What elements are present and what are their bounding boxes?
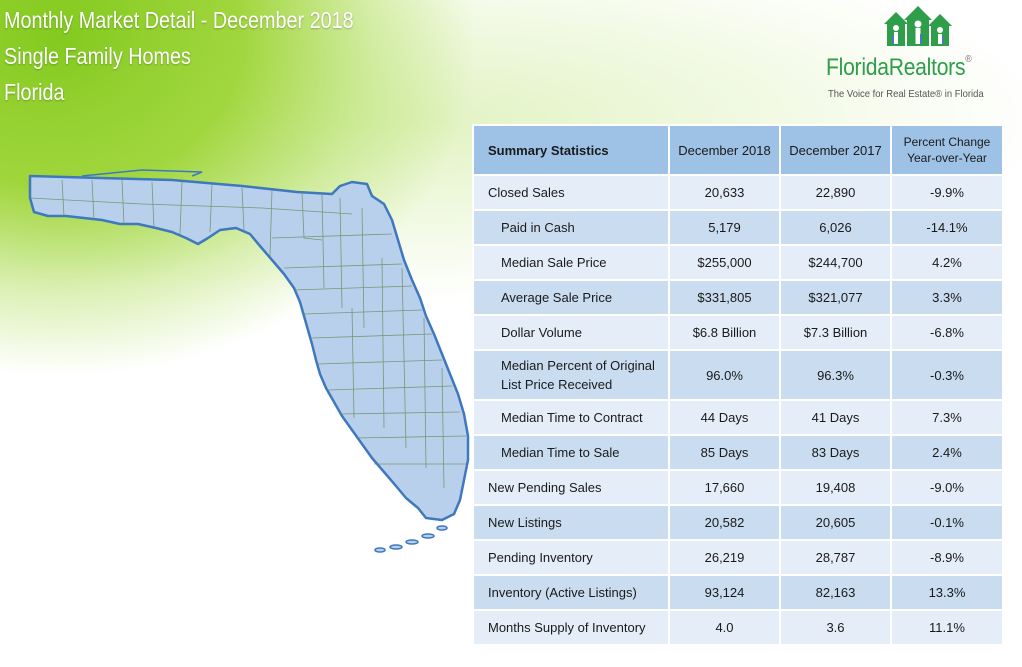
row-label: Median Time to Sale: [472, 434, 670, 471]
county-boundaries: [29, 179, 467, 489]
logo-tagline: The Voice for Real Estate® in Florida: [828, 88, 984, 100]
value-dec-2017: 82,163: [779, 574, 892, 611]
value-dec-2018: $6.8 Billion: [668, 314, 781, 351]
value-dec-2017: $321,077: [779, 279, 892, 316]
summary-statistics-table: Summary Statistics December 2018 Decembe…: [472, 124, 1004, 646]
value-dec-2018: 17,660: [668, 469, 781, 506]
table-row: Months Supply of Inventory 4.0 3.6 11.1%: [472, 609, 1004, 646]
report-title-block: Monthly Market Detail - December 2018 Si…: [4, 2, 411, 110]
row-label: Average Sale Price: [472, 279, 670, 316]
row-label: New Pending Sales: [472, 469, 670, 506]
value-dec-2017: $244,700: [779, 244, 892, 281]
table-row: Closed Sales 20,633 22,890 -9.9%: [472, 174, 1004, 211]
florida-county-map: [28, 169, 470, 553]
value-dec-2017: 19,408: [779, 469, 892, 506]
value-dec-2018: $255,000: [668, 244, 781, 281]
value-pct-change: -0.3%: [890, 349, 1004, 401]
value-dec-2017: 3.6: [779, 609, 892, 646]
table-row: New Listings 20,582 20,605 -0.1%: [472, 504, 1004, 541]
value-dec-2018: 20,582: [668, 504, 781, 541]
value-dec-2017: 83 Days: [779, 434, 892, 471]
value-dec-2018: 4.0: [668, 609, 781, 646]
value-pct-change: 2.4%: [890, 434, 1004, 471]
logo-name-text: FloridaRealtors: [826, 54, 966, 81]
header-percent-change: Percent Change Year-over-Year: [890, 124, 1004, 176]
table-row: Median Time to Sale 85 Days 83 Days 2.4%: [472, 434, 1004, 471]
value-pct-change: 11.1%: [890, 609, 1004, 646]
report-title: Monthly Market Detail - December 2018: [4, 7, 354, 33]
value-dec-2018: 96.0%: [668, 349, 781, 401]
value-dec-2018: 5,179: [668, 209, 781, 246]
row-label: Dollar Volume: [472, 314, 670, 351]
table-row: Inventory (Active Listings) 93,124 82,16…: [472, 574, 1004, 611]
table-header-row: Summary Statistics December 2018 Decembe…: [472, 124, 1004, 176]
value-dec-2017: 96.3%: [779, 349, 892, 401]
value-dec-2017: 6,026: [779, 209, 892, 246]
value-pct-change: 3.3%: [890, 279, 1004, 316]
value-dec-2018: 93,124: [668, 574, 781, 611]
value-dec-2018: 20,633: [668, 174, 781, 211]
row-label: Median Percent of Original List Price Re…: [472, 349, 670, 401]
header-summary-statistics: Summary Statistics: [472, 124, 670, 176]
row-label: New Listings: [472, 504, 670, 541]
value-pct-change: -6.8%: [890, 314, 1004, 351]
value-dec-2017: $7.3 Billion: [779, 314, 892, 351]
value-pct-change: -8.9%: [890, 539, 1004, 576]
table-row: Pending Inventory 26,219 28,787 -8.9%: [472, 539, 1004, 576]
table-row: Median Sale Price $255,000 $244,700 4.2%: [472, 244, 1004, 281]
registered-mark: ®: [965, 54, 972, 65]
property-type: Single Family Homes: [4, 43, 191, 69]
table-row: Dollar Volume $6.8 Billion $7.3 Billion …: [472, 314, 1004, 351]
row-label: Median Time to Contract: [472, 399, 670, 436]
region-name: Florida: [4, 79, 65, 105]
value-dec-2018: 44 Days: [668, 399, 781, 436]
value-dec-2017: 28,787: [779, 539, 892, 576]
value-dec-2017: 41 Days: [779, 399, 892, 436]
value-pct-change: 4.2%: [890, 244, 1004, 281]
value-pct-change: -9.0%: [890, 469, 1004, 506]
table-row: Median Time to Contract 44 Days 41 Days …: [472, 399, 1004, 436]
florida-realtors-logo: FloridaRealtors® The Voice for Real Esta…: [826, 6, 1016, 106]
header-december-2017: December 2017: [779, 124, 892, 176]
value-pct-change: -9.9%: [890, 174, 1004, 211]
value-dec-2018: 85 Days: [668, 434, 781, 471]
panhandle-coast: [81, 169, 203, 177]
value-pct-change: -14.1%: [890, 209, 1004, 246]
table-row: New Pending Sales 17,660 19,408 -9.0%: [472, 469, 1004, 506]
row-label: Closed Sales: [472, 174, 670, 211]
table-row: Median Percent of Original List Price Re…: [472, 349, 1004, 401]
value-pct-change: 13.3%: [890, 574, 1004, 611]
row-label: Pending Inventory: [472, 539, 670, 576]
table-row: Paid in Cash 5,179 6,026 -14.1%: [472, 209, 1004, 246]
logo-wordmark: FloridaRealtors®: [826, 54, 993, 82]
table-row: Average Sale Price $331,805 $321,077 3.3…: [472, 279, 1004, 316]
value-pct-change: -0.1%: [890, 504, 1004, 541]
value-dec-2017: 22,890: [779, 174, 892, 211]
value-dec-2018: 26,219: [668, 539, 781, 576]
row-label: Median Sale Price: [472, 244, 670, 281]
florida-state-outline: [28, 174, 470, 522]
header-december-2018: December 2018: [668, 124, 781, 176]
houses-logo-icon: [884, 6, 952, 46]
value-dec-2018: $331,805: [668, 279, 781, 316]
value-pct-change: 7.3%: [890, 399, 1004, 436]
florida-keys: [374, 525, 448, 553]
row-label: Months Supply of Inventory: [472, 609, 670, 646]
row-label: Inventory (Active Listings): [472, 574, 670, 611]
row-label: Paid in Cash: [472, 209, 670, 246]
value-dec-2017: 20,605: [779, 504, 892, 541]
